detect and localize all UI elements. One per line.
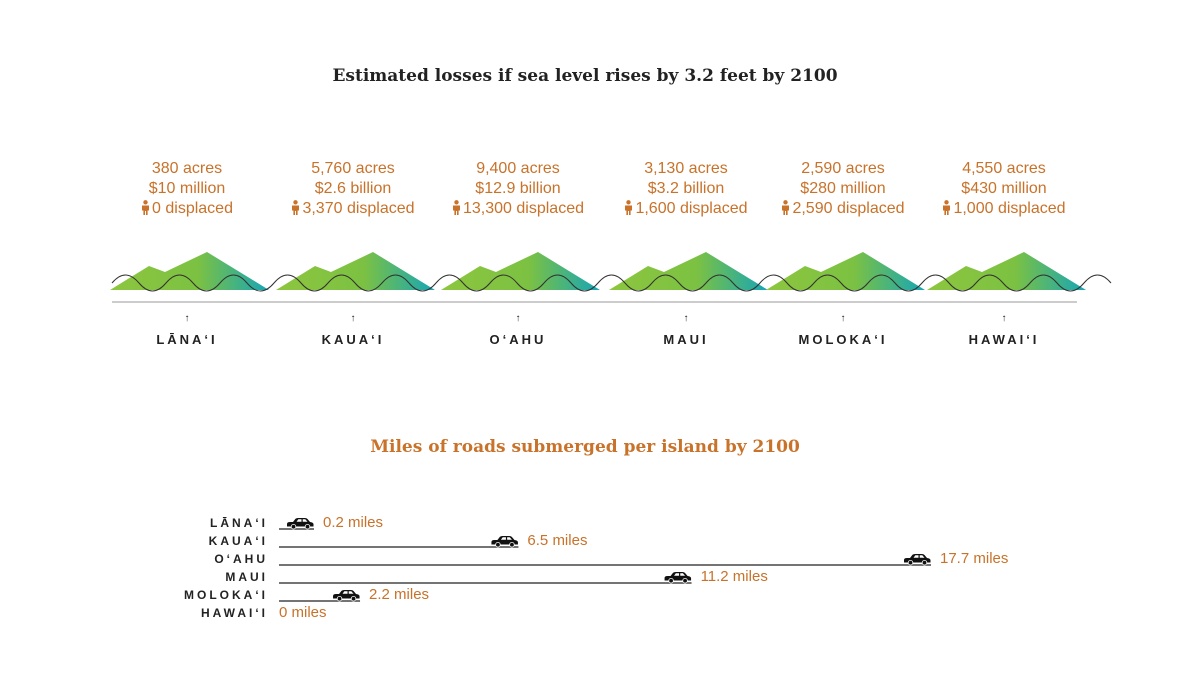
road-value-label: 0 miles <box>279 604 327 621</box>
person-icon <box>452 200 461 221</box>
loss-value: $3.2 billion <box>647 180 725 197</box>
displaced-value: 0 displaced <box>102 199 272 221</box>
island-mountain <box>441 252 600 290</box>
loss-value: $12.9 billion <box>475 180 561 197</box>
arrow-up-icon: ↑ <box>1001 313 1007 324</box>
road-category-label: MAUI <box>225 570 268 584</box>
person-icon <box>291 200 300 221</box>
arrow-up-icon: ↑ <box>350 313 356 324</box>
person-icon <box>141 200 150 221</box>
acres-value: 4,550 acres <box>962 160 1046 177</box>
road-category-label: LĀNA‘I <box>210 516 268 530</box>
loss-value: $2.6 billion <box>314 180 392 197</box>
island-mountain <box>609 252 768 290</box>
island-label: MAUI <box>663 332 709 347</box>
island-label: LĀNA‘I <box>156 332 218 347</box>
island-mountain <box>927 252 1086 290</box>
arrow-up-icon: ↑ <box>683 313 689 324</box>
displaced-text: 2,590 displaced <box>792 200 905 217</box>
road-category-label: KAUA‘I <box>208 534 268 548</box>
island-stat: 2,590 acres $280 million 2,590 displaced <box>758 159 928 221</box>
island-label: HAWAI‘I <box>968 332 1040 347</box>
road-category-label: MOLOKA‘I <box>184 588 268 602</box>
person-icon <box>781 200 790 221</box>
acres-value: 5,760 acres <box>311 160 395 177</box>
road-category-label: O‘AHU <box>214 552 268 566</box>
acres-value: 2,590 acres <box>801 160 885 177</box>
car-icon <box>491 536 518 548</box>
car-icon <box>904 554 931 566</box>
island-stat: 9,400 acres $12.9 billion 13,300 displaced <box>433 159 603 221</box>
loss-value: $280 million <box>800 180 886 197</box>
island-mountain <box>766 252 925 290</box>
arrow-up-icon: ↑ <box>840 313 846 324</box>
arrow-up-icon: ↑ <box>184 313 190 324</box>
sea-level-wave <box>111 274 1112 292</box>
displaced-value: 1,000 displaced <box>919 199 1089 221</box>
islands-illustration <box>110 252 1112 303</box>
displaced-text: 3,370 displaced <box>302 200 415 217</box>
island-stat: 3,130 acres $3.2 billion 1,600 displaced <box>601 159 771 221</box>
island-stat: 5,760 acres $2.6 billion 3,370 displaced <box>268 159 438 221</box>
losses-chart-title: Estimated losses if sea level rises by 3… <box>332 66 838 86</box>
road-value-label: 6.5 miles <box>527 532 588 549</box>
island-mountain <box>110 252 269 290</box>
car-icon <box>333 590 360 602</box>
island-label: KAUA‘I <box>321 332 385 347</box>
island-label: MOLOKA‘I <box>798 332 888 347</box>
car-icon <box>664 572 692 584</box>
displaced-value: 3,370 displaced <box>268 199 438 221</box>
person-icon <box>942 200 951 221</box>
displaced-text: 1,600 displaced <box>635 200 748 217</box>
island-stat: 380 acres $10 million 0 displaced <box>102 159 272 221</box>
acres-value: 380 acres <box>151 160 223 177</box>
person-icon <box>624 200 633 221</box>
displaced-value: 2,590 displaced <box>758 199 928 221</box>
displaced-value: 1,600 displaced <box>601 199 771 221</box>
displaced-text: 1,000 displaced <box>953 200 1066 217</box>
road-value-label: 2.2 miles <box>369 586 430 603</box>
road-value-label: 0.2 miles <box>323 514 384 531</box>
car-icon <box>287 518 314 530</box>
road-value-label: 11.2 miles <box>700 568 768 585</box>
road-value-label: 17.7 miles <box>940 550 1009 567</box>
displaced-text: 13,300 displaced <box>463 200 584 217</box>
acres-value: 3,130 acres <box>644 160 728 177</box>
acres-value: 9,400 acres <box>476 160 560 177</box>
loss-value: $430 million <box>961 180 1047 197</box>
roads-chart-title: Miles of roads submerged per island by 2… <box>370 437 800 457</box>
displaced-value: 13,300 displaced <box>433 199 603 221</box>
arrow-up-icon: ↑ <box>515 313 521 324</box>
road-category-label: HAWAI‘I <box>200 606 268 620</box>
loss-value: $10 million <box>148 180 226 197</box>
island-mountain <box>276 252 435 290</box>
island-stat: 4,550 acres $430 million 1,000 displaced <box>919 159 1089 221</box>
displaced-text: 0 displaced <box>152 200 233 217</box>
island-label: O‘AHU <box>489 332 547 347</box>
